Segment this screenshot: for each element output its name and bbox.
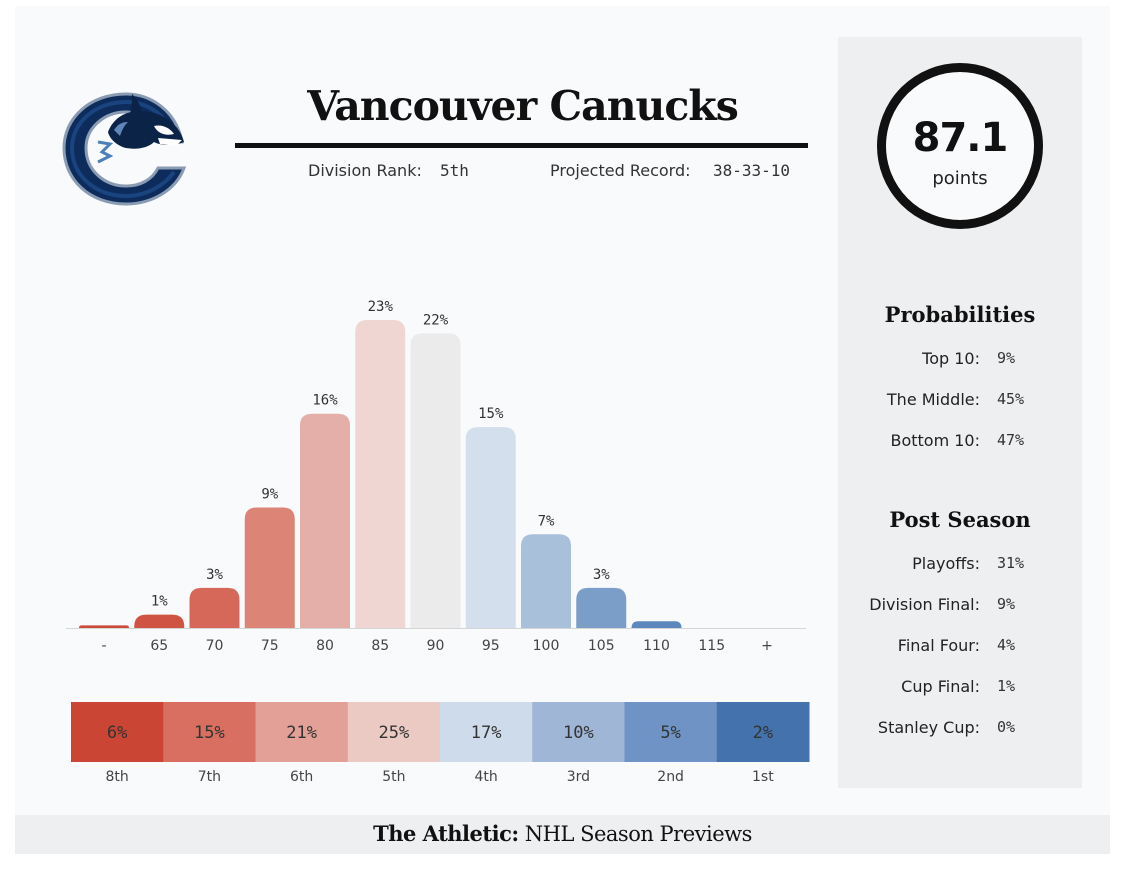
finish-place-label: 8th (105, 769, 128, 785)
probability-value: 47% (997, 431, 1025, 449)
post-season-value: 4% (997, 636, 1016, 654)
post-season-label: Stanley Cup: (877, 718, 980, 737)
bar-value-label: 7% (538, 513, 555, 529)
x-tick-label: 115 (698, 638, 725, 654)
bar-value-label: 23% (368, 299, 394, 315)
title-divider (235, 143, 808, 148)
finish-cell (716, 702, 810, 762)
finish-place-label: 1st (752, 769, 774, 785)
finish-place-label: 4th (474, 769, 497, 785)
histogram-bar (134, 614, 185, 628)
finish-value-label: 17% (471, 723, 502, 743)
finish-place-label: 2nd (657, 769, 684, 785)
probability-row: Bottom 10: 47% (838, 431, 1082, 453)
finish-value-label: 5% (660, 723, 680, 743)
probability-row: The Middle: 45% (838, 390, 1082, 412)
post-season-label: Playoffs: (912, 554, 980, 573)
bar-value-label: 16% (312, 393, 338, 409)
bar-value-label: 22% (423, 312, 449, 328)
x-tick-label: 65 (150, 638, 168, 654)
finish-value-label: 25% (379, 723, 410, 743)
histogram-bar (631, 621, 682, 628)
finish-place-label: 7th (198, 769, 221, 785)
x-tick-label: 80 (316, 638, 334, 654)
footer-brand: The Athletic: (373, 821, 519, 846)
x-tick-label: 85 (371, 638, 389, 654)
x-tick-label: 95 (482, 638, 500, 654)
footer: The Athletic: NHL Season Previews (15, 815, 1110, 854)
post-season-value: 0% (997, 718, 1016, 736)
bar-value-label: 3% (593, 567, 610, 583)
post-season-row: Final Four: 4% (838, 636, 1082, 658)
projected-points-value: 87.1 (912, 115, 1009, 161)
finish-cell (624, 702, 718, 762)
x-tick-label: 70 (206, 638, 224, 654)
footer-title: NHL Season Previews (518, 822, 753, 846)
projected-points-circle: 87.1 points (877, 63, 1043, 229)
finish-cell (532, 702, 625, 762)
finish-place-label: 6th (290, 769, 313, 785)
finish-value-label: 21% (286, 723, 317, 743)
histogram-bar (355, 320, 406, 628)
projected-record-label: Projected Record: (550, 161, 691, 180)
finish-value-label: 15% (194, 723, 225, 743)
x-tick-label: - (101, 638, 106, 654)
probability-value: 9% (997, 349, 1016, 367)
x-tick-label: 90 (427, 638, 445, 654)
finish-value-label: 6% (107, 723, 127, 743)
post-season-row: Stanley Cup: 0% (838, 718, 1082, 740)
projected-points-label: points (932, 168, 988, 189)
histogram-bar (576, 587, 627, 628)
probability-value: 45% (997, 390, 1025, 408)
bar-value-label: 9% (261, 486, 278, 502)
histogram-bar (465, 427, 516, 628)
finish-cell (71, 702, 164, 762)
post-season-row: Playoffs: 31% (838, 554, 1082, 576)
histogram-bar (189, 587, 240, 628)
probability-row: Top 10: 9% (838, 349, 1082, 371)
bar-value-label: 3% (206, 567, 223, 583)
x-tick-label: 75 (261, 638, 279, 654)
x-tick-label: 110 (643, 638, 670, 654)
histogram-bar (300, 413, 350, 628)
post-season-label: Final Four: (897, 636, 980, 655)
x-tick-label: + (761, 638, 773, 654)
histogram-bar (244, 507, 295, 628)
probabilities-heading: Probabilities (884, 302, 1036, 327)
bar-value-label: 15% (478, 406, 504, 422)
post-season-label: Division Final: (869, 595, 980, 614)
x-tick-label: 100 (533, 638, 560, 654)
finish-cell (163, 702, 256, 762)
probability-label: Bottom 10: (890, 431, 980, 450)
team-logo (58, 82, 190, 208)
footer-text: The Athletic: NHL Season Previews (373, 821, 753, 846)
finish-value-label: 2% (753, 723, 773, 743)
post-season-row: Division Final: 9% (838, 595, 1082, 617)
finish-cell (347, 702, 441, 762)
probability-label: The Middle: (886, 390, 980, 409)
x-tick-label: 105 (588, 638, 615, 654)
histogram-bar (79, 625, 129, 628)
histogram-bar (410, 333, 461, 628)
points-distribution-chart: - 1% 65 3% 70 9% 75 16% 80 23% 85 22% 90 15% 95 7% 100 3%… (66, 299, 810, 785)
histogram-bar (521, 534, 571, 628)
finish-cell (255, 702, 349, 762)
projected-record-value: 38-33-10 (713, 161, 791, 180)
division-rank-label: Division Rank: (308, 161, 422, 180)
finish-place-label: 3rd (567, 769, 590, 785)
post-season-heading: Post Season (889, 507, 1031, 532)
post-season-row: Cup Final: 1% (838, 677, 1082, 699)
post-season-value: 1% (997, 677, 1016, 695)
finish-place-label: 5th (382, 769, 405, 785)
team-title: Vancouver Canucks (307, 82, 739, 130)
bar-value-label: 1% (151, 594, 168, 610)
finish-cell (440, 702, 533, 762)
division-rank-value: 5th (440, 161, 469, 180)
probability-label: Top 10: (922, 349, 980, 368)
finish-value-label: 10% (563, 723, 594, 743)
post-season-value: 31% (997, 554, 1025, 572)
post-season-value: 9% (997, 595, 1016, 613)
post-season-label: Cup Final: (901, 677, 980, 696)
